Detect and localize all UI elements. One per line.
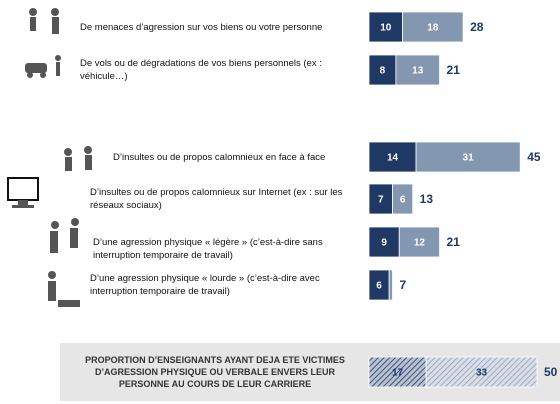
value-label: 6 (400, 195, 406, 206)
icons (7, 8, 92, 307)
bar-segment (398, 226, 440, 258)
bar-segment (425, 356, 538, 388)
category-label: D’une agression physique « lourde » (c’e… (90, 273, 320, 297)
value-label: 10 (380, 23, 392, 34)
total-label: 7 (400, 278, 407, 292)
category-label: D’insultes ou de propos calomnieux en fa… (113, 152, 326, 163)
bar-segment (415, 141, 521, 173)
total-label: 50 (544, 365, 558, 379)
value-label: 13 (412, 66, 424, 77)
category-label: De menaces d’agression sur vos biens ou … (80, 22, 323, 33)
value-label: 33 (476, 368, 488, 379)
bar-segment (392, 183, 414, 215)
value-label: 31 (463, 153, 475, 164)
value-label: 6 (376, 281, 382, 292)
total-label: 21 (447, 235, 461, 249)
value-label: 18 (427, 23, 439, 34)
total-label: 13 (420, 192, 434, 206)
bar-segment (402, 11, 464, 43)
value-label: 9 (381, 238, 387, 249)
value-label: 12 (414, 238, 426, 249)
summary-label: PROPORTION D’ENSEIGNANTS AYANT DEJA ETE … (85, 355, 345, 389)
category-label: De vols ou de dégradations de vos biens … (80, 58, 322, 82)
value-label: 17 (392, 368, 404, 379)
value-label: 7 (378, 195, 384, 206)
total-label: 45 (527, 150, 541, 164)
category-label: D’insultes ou de propos calomnieux sur I… (90, 187, 343, 211)
value-label: 14 (387, 153, 399, 164)
bar-segment (368, 11, 403, 43)
category-label: D’une agression physique « légère » (c’e… (93, 237, 323, 261)
value-label: 8 (380, 66, 386, 77)
total-label: 21 (447, 63, 461, 77)
bar-segment (368, 141, 417, 173)
bar-segment (388, 269, 393, 301)
total-label: 28 (470, 20, 484, 34)
bar-segment (395, 54, 440, 86)
